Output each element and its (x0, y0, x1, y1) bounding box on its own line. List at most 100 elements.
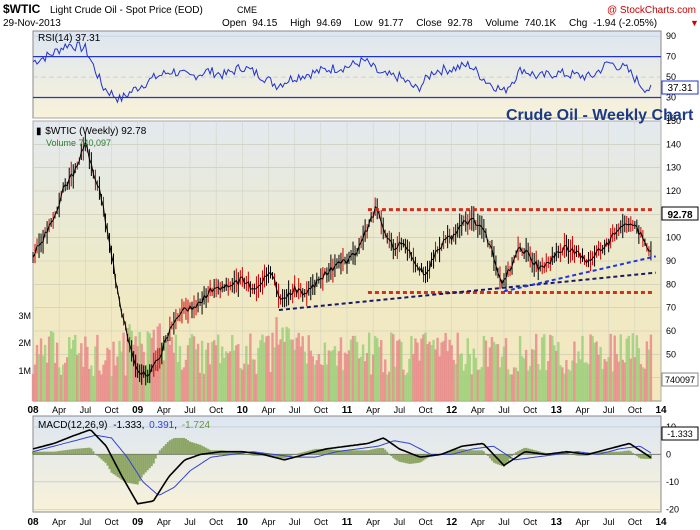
macd-hist-bar (271, 454, 274, 457)
price-tick-label: 100 (666, 233, 681, 243)
date-tick-label: Jul (498, 517, 510, 527)
macd-tick-label: -20 (666, 504, 679, 514)
volume-bar (210, 341, 214, 401)
volume-bar (299, 346, 302, 401)
volume-bar (641, 367, 645, 401)
macd-hist-bar (478, 450, 481, 455)
macd-hist-bar (498, 454, 501, 466)
volume-bar (506, 369, 510, 401)
volume-bar (64, 362, 67, 401)
macd-hist-bar (162, 446, 165, 455)
volume-bar (104, 360, 107, 401)
macd-hist-bar (88, 447, 91, 455)
volume-bar (33, 364, 37, 401)
macd-hist-bar (138, 454, 141, 482)
volume-bar (402, 369, 405, 401)
macd-hist-bar (484, 453, 487, 455)
volume-bar (70, 348, 73, 401)
volume-bar (498, 367, 502, 401)
macd-hist-bar (168, 440, 171, 455)
volume-bar (108, 349, 111, 401)
price-tick-label: 50 (666, 349, 676, 359)
volume-bar (31, 373, 35, 401)
macd-hist-bar (289, 454, 292, 456)
volume-bar (535, 333, 538, 401)
volume-bar (365, 352, 369, 401)
macd-hist-bar (98, 454, 101, 458)
volume-bar (110, 375, 113, 401)
volume-bar (607, 357, 610, 401)
volume-bar (577, 351, 580, 401)
macd-hist-bar (337, 450, 340, 455)
price-tick-label: 90 (666, 256, 676, 266)
svg-text:Open 94.15 High: Open 94.15 High 94.69 Low 91.77 Close 92… (222, 18, 657, 29)
volume-bar (593, 342, 596, 401)
volume-bar (482, 335, 486, 401)
macd-tick-label: 0 (666, 449, 671, 459)
volume-bar (565, 360, 568, 401)
volume-bar (59, 374, 63, 401)
volume-bar (249, 333, 252, 401)
macd-hist-bar (148, 454, 151, 469)
macd-hist-bar (158, 450, 161, 455)
macd-hist-bar (241, 453, 244, 455)
date-tick-label: Oct (314, 405, 329, 415)
macd-hist-bar (325, 449, 328, 455)
macd-hist-bar (197, 444, 200, 455)
volume-bar (412, 353, 415, 401)
chart-header: $WTIC Light Crude Oil - Spot Price (EOD)… (3, 2, 699, 29)
macd-hist-bar (245, 454, 248, 455)
macd-hist-bar (410, 454, 413, 464)
macd-hist-bar (356, 450, 359, 455)
low-label: Low (354, 18, 373, 29)
volume-bar (398, 339, 401, 401)
volume-bar (613, 335, 616, 401)
macd-hist-bar (251, 454, 254, 456)
volume-bar (343, 352, 347, 401)
price-last-value-box (661, 206, 699, 221)
volume-bar (229, 351, 232, 401)
macd-hist-bar (402, 454, 405, 463)
volume-bar (82, 366, 85, 401)
macd-hist-bar (343, 450, 346, 455)
macd-hist-bar (120, 454, 123, 480)
volume-bar (277, 344, 280, 401)
macd-hist-bar (372, 449, 375, 455)
macd-hist-bar (160, 448, 163, 455)
volume-bar (319, 364, 323, 401)
volume-bar (645, 341, 649, 401)
volume-tick-label: 2M (18, 338, 31, 348)
macd-hist-bar (346, 450, 348, 455)
volume-bar (462, 370, 465, 401)
volume-bar (353, 335, 357, 401)
macd-hist-bar (366, 450, 369, 455)
volume-bar (339, 337, 343, 401)
macd-hist-bar (299, 452, 302, 455)
volume-bar (567, 369, 570, 401)
macd-hist-bar (46, 451, 49, 455)
volume-bar (61, 364, 65, 401)
macd-hist-bar (144, 454, 147, 473)
macd-hist-bar (295, 453, 298, 455)
date-tick-label: Jul (184, 517, 196, 527)
volume-bar (502, 346, 506, 401)
macd-hist-bar (609, 451, 612, 455)
volume-bar (432, 339, 435, 401)
date-tick-label: Apr (471, 405, 485, 415)
price-tick-label: 80 (666, 279, 676, 289)
volume-bar (504, 338, 508, 401)
date-tick-label: 13 (551, 517, 563, 528)
exchange: CME (237, 5, 257, 15)
volume-bar (537, 364, 540, 401)
volume-bar (333, 346, 337, 401)
volume-label: Volume (485, 18, 519, 29)
volume-bar (57, 367, 61, 401)
volume-bar (305, 363, 308, 401)
volume-bar (591, 335, 594, 401)
volume-bar (337, 351, 341, 401)
macd-hist-bar (573, 454, 576, 456)
macd-hist-bar (400, 454, 403, 463)
volume-bar (480, 367, 484, 401)
volume-bar (420, 338, 423, 401)
rsi-legend: RSI(14) 37.31 (38, 33, 101, 44)
